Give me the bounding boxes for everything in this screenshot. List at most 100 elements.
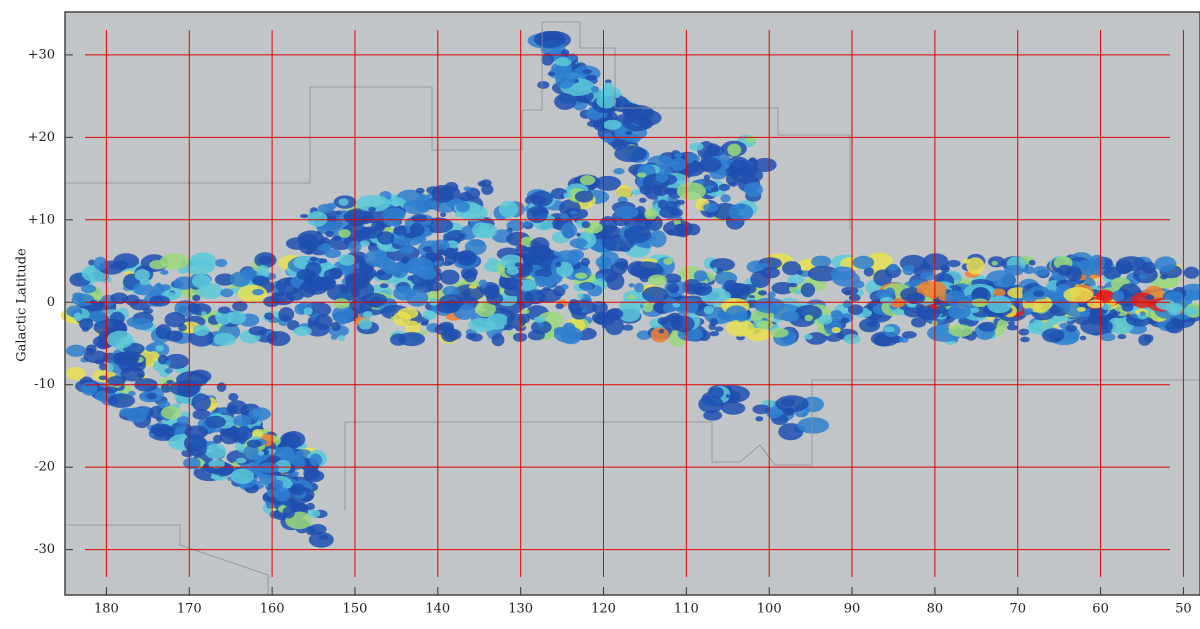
emission-blob (420, 321, 429, 326)
emission-blob (330, 335, 338, 340)
emission-blob (422, 310, 437, 320)
emission-blob (515, 244, 528, 252)
emission-blob (703, 203, 719, 213)
emission-blob (318, 535, 329, 540)
emission-blob (160, 383, 171, 393)
emission-blob (560, 213, 569, 222)
emission-blob (657, 317, 668, 326)
emission-blob (73, 312, 82, 319)
emission-blob (377, 231, 395, 245)
emission-blob (266, 504, 276, 509)
emission-blob (338, 198, 349, 206)
emission-blob (422, 246, 435, 253)
emission-blob (332, 305, 355, 324)
emission-blob (252, 288, 264, 296)
y-tick-label: +30 (28, 47, 55, 62)
emission-blob (176, 379, 199, 398)
emission-blob (616, 184, 632, 200)
emission-blob (1003, 265, 1024, 276)
survey-boundary (344, 379, 1200, 510)
emission-blob (978, 321, 997, 332)
emission-blob (841, 286, 859, 296)
emission-blob (727, 143, 742, 157)
emission-blob (887, 263, 899, 271)
emission-blob (186, 444, 196, 453)
emission-blob (504, 286, 523, 297)
emission-blob (184, 425, 209, 439)
emission-blob (358, 318, 373, 330)
emission-blob (525, 289, 546, 305)
emission-blob (666, 229, 676, 236)
emission-blob (574, 190, 594, 203)
emission-blob (331, 321, 341, 332)
emission-blob (703, 174, 711, 181)
emission-blob (261, 428, 269, 434)
emission-blob (299, 280, 317, 298)
emission-blob (840, 317, 850, 324)
emission-blob (235, 457, 247, 464)
emission-blob (341, 210, 347, 215)
emission-blob (579, 175, 596, 186)
emission-blob (377, 223, 386, 231)
emission-blob (314, 276, 337, 291)
emission-blob (997, 319, 1008, 328)
emission-blob (324, 248, 342, 259)
emission-blob (721, 401, 746, 415)
emission-blob (801, 411, 808, 416)
emission-blob (567, 249, 585, 261)
emission-blob (359, 226, 384, 239)
emission-blob (596, 93, 617, 109)
emission-blob (166, 380, 174, 385)
emission-blob (1066, 266, 1083, 283)
emission-blob (80, 284, 97, 294)
emission-blob (610, 262, 627, 276)
emission-blob (728, 203, 754, 222)
emission-blob (88, 310, 108, 322)
emission-blob (468, 284, 478, 289)
emission-blob (444, 247, 458, 259)
x-tick-label: 180 (94, 602, 119, 617)
emission-blob (149, 295, 171, 307)
x-tick-label: 50 (1175, 602, 1192, 617)
emission-blob (461, 289, 471, 298)
emission-blob (902, 264, 916, 276)
emission-blob (644, 208, 658, 220)
emission-blob (709, 386, 724, 399)
emission-blob (629, 109, 662, 127)
emission-blob (580, 283, 593, 292)
emission-blob (83, 350, 109, 364)
emission-map (60, 31, 1200, 548)
emission-blob (775, 395, 809, 413)
emission-blob (987, 295, 1012, 314)
emission-blob (555, 303, 565, 310)
emission-blob (442, 285, 460, 297)
emission-blob (317, 243, 332, 252)
emission-blob (1023, 265, 1035, 275)
emission-blob (139, 278, 151, 286)
emission-blob (804, 314, 814, 322)
emission-blob (156, 416, 163, 422)
emission-blob (1018, 328, 1030, 336)
emission-blob (1117, 334, 1127, 340)
emission-blob (618, 305, 641, 322)
emission-blob (803, 334, 813, 340)
emission-blob (1165, 320, 1184, 334)
emission-blob (157, 400, 171, 409)
emission-blob (874, 333, 892, 347)
emission-blob (81, 381, 98, 396)
emission-blob (563, 192, 572, 199)
emission-blob (99, 362, 108, 371)
emission-blob (134, 269, 150, 282)
emission-blob (561, 49, 570, 57)
emission-blob (916, 280, 947, 298)
emission-blob (368, 206, 376, 213)
emission-blob (1132, 266, 1158, 284)
emission-blob (542, 286, 551, 292)
emission-blob (1182, 306, 1198, 316)
emission-blob (782, 261, 802, 276)
emission-blob (675, 199, 686, 205)
emission-blob (217, 306, 231, 314)
emission-blob (468, 317, 497, 333)
emission-blob (114, 320, 125, 331)
